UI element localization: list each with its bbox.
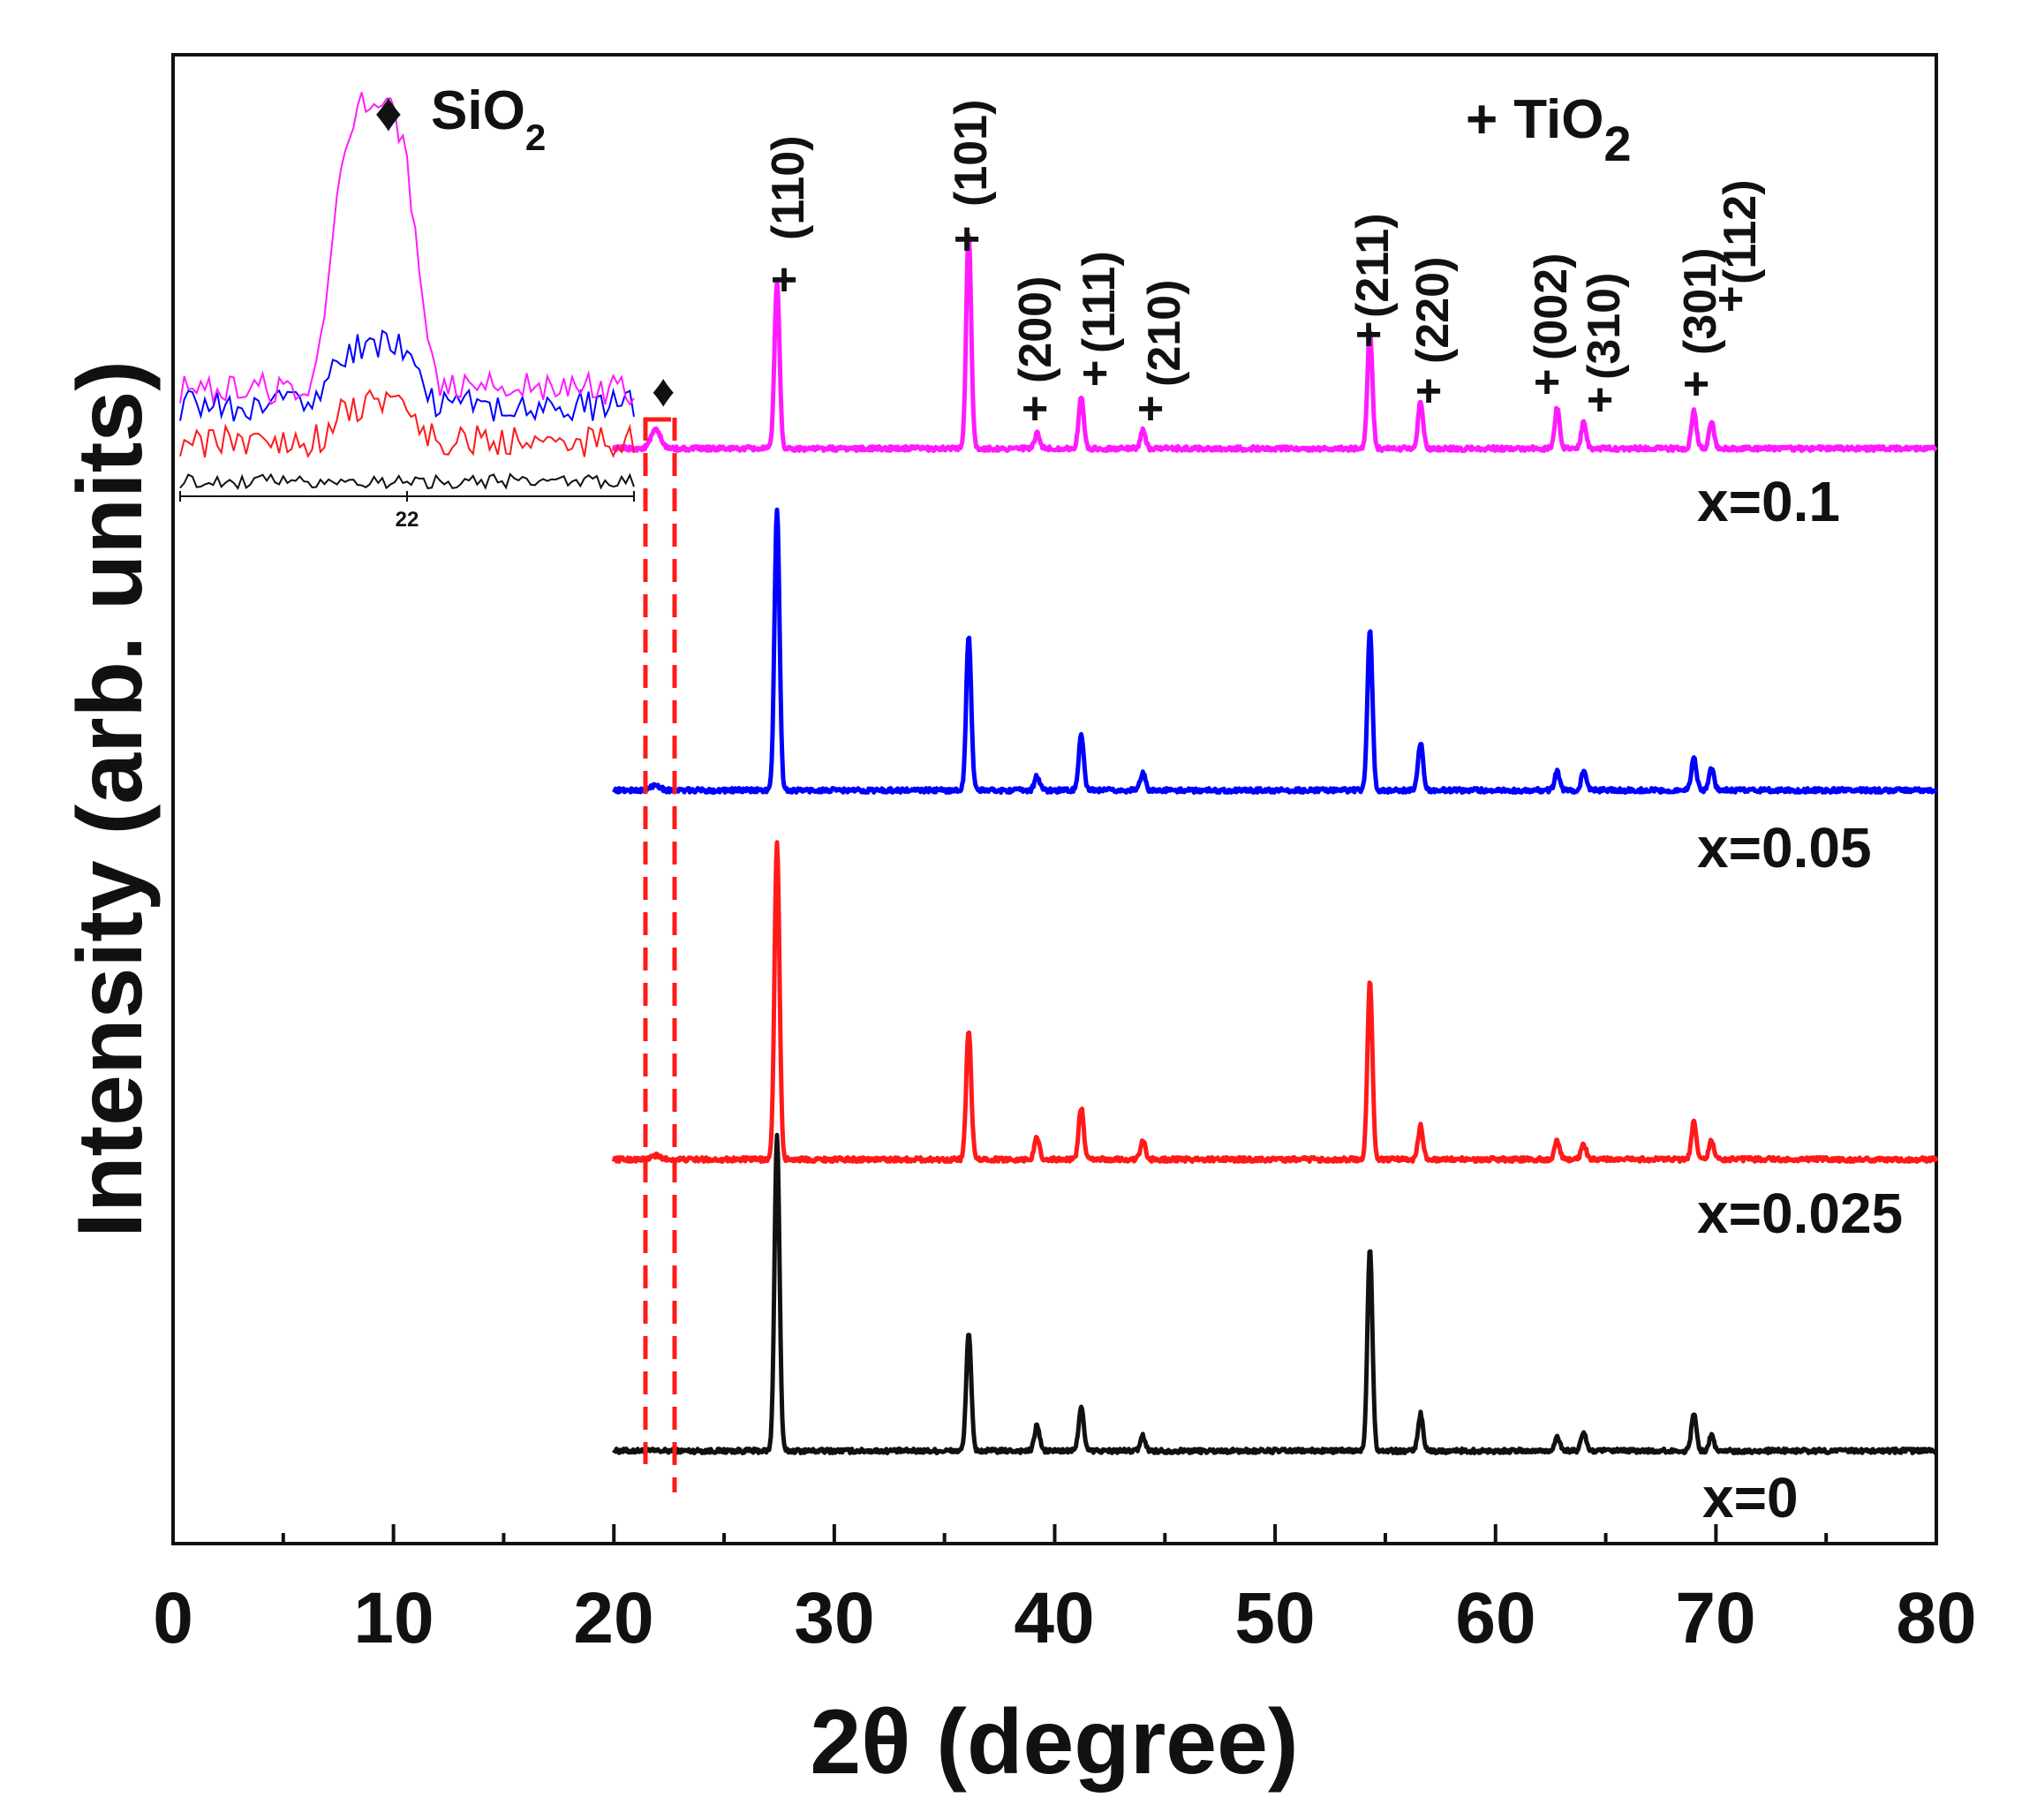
sample-labels: x=0 x=0.025 x=0.05 x=0.1 xyxy=(1697,470,1903,1529)
x-tick-label: 50 xyxy=(1234,1578,1315,1658)
x-tick-label: 70 xyxy=(1675,1578,1755,1658)
peak-hkl-label: (200) xyxy=(1010,276,1061,383)
y-axis-title: Intensity (arb. units) xyxy=(59,360,162,1238)
inset: 22 xyxy=(179,92,635,532)
tio2-legend-subscript: 2 xyxy=(1603,116,1631,171)
sio2-legend-marker: ♦ xyxy=(374,82,403,143)
sample-label-x01: x=0.1 xyxy=(1697,470,1840,533)
series-lines xyxy=(611,232,1939,1455)
peak-marker: + xyxy=(1355,309,1382,360)
x-axis-title: 2θ (degree) xyxy=(810,1691,1298,1794)
peak-hkl-label: (301) xyxy=(1675,248,1726,355)
peak-annotations: + (110) + (101) + (200) + (111) + (210) … xyxy=(763,100,1766,434)
x-tick-label: 0 xyxy=(153,1578,193,1658)
inset-line-x0 xyxy=(179,472,635,490)
peak-marker: + xyxy=(954,214,980,265)
peak-hkl-label: (220) xyxy=(1407,257,1459,364)
tio2-legend-label: + TiO2 xyxy=(1466,89,1632,171)
sio2-legend-label: SiO2 xyxy=(431,80,546,158)
sample-label-x005: x=0.05 xyxy=(1697,816,1872,880)
sample-label-x0: x=0 xyxy=(1702,1466,1799,1529)
tio2-legend: + TiO2 xyxy=(1466,89,1632,171)
inset-line-x005 xyxy=(179,329,635,422)
x-tick-label: 10 xyxy=(353,1578,434,1658)
peak-marker: + xyxy=(1717,274,1744,325)
peak-hkl-label: (112) xyxy=(1715,179,1766,284)
peak-marker: + xyxy=(1587,374,1613,426)
peak-marker: + xyxy=(771,254,797,306)
peak-hkl-label: (210) xyxy=(1139,280,1190,387)
x-tick-label: 80 xyxy=(1896,1578,1976,1658)
x-axis: 0 10 20 30 40 50 60 70 80 xyxy=(153,1524,1977,1658)
tio2-legend-marker: + xyxy=(1466,89,1498,150)
peak-hkl-label: (310) xyxy=(1579,273,1630,380)
inset-tick-label: 22 xyxy=(396,508,419,532)
peak-marker: + xyxy=(1415,366,1442,417)
series-line-x0 xyxy=(612,1132,1938,1455)
inset-line-x01 xyxy=(179,92,635,406)
peak-marker: + xyxy=(1534,357,1560,408)
series-line-x005 xyxy=(612,507,1939,795)
peak-hkl-label: (111) xyxy=(1074,251,1125,353)
sample-label-x0025: x=0.025 xyxy=(1697,1182,1903,1245)
peak-marker: + xyxy=(1022,383,1048,434)
peak-marker: + xyxy=(1683,359,1709,410)
sio2-legend-text: SiO xyxy=(431,80,525,141)
tio2-legend-text: TiO xyxy=(1513,89,1603,150)
x-tick-label: 30 xyxy=(794,1578,874,1658)
inset-window-bracket xyxy=(643,417,671,437)
inset-window: ♦ xyxy=(643,366,677,1492)
peak-hkl-label: (002) xyxy=(1526,253,1577,360)
sio2-legend: ♦ SiO2 xyxy=(374,80,546,158)
series-line-x01 xyxy=(611,232,1938,453)
x-tick-label: 60 xyxy=(1455,1578,1535,1658)
sio2-legend-subscript: 2 xyxy=(525,117,546,158)
peak-marker: + xyxy=(1082,348,1108,399)
peak-hkl-label: (110) xyxy=(763,135,814,240)
sio2-peak-marker: ♦ xyxy=(652,366,675,417)
x-tick-label: 40 xyxy=(1014,1578,1094,1658)
peak-marker: + xyxy=(1137,383,1164,434)
inset-line-x0025 xyxy=(179,389,635,458)
x-tick-label: 20 xyxy=(573,1578,653,1658)
peak-hkl-label: (101) xyxy=(946,100,997,207)
series-line-x0025 xyxy=(611,840,1939,1164)
peak-hkl-label: (211) xyxy=(1347,213,1399,318)
